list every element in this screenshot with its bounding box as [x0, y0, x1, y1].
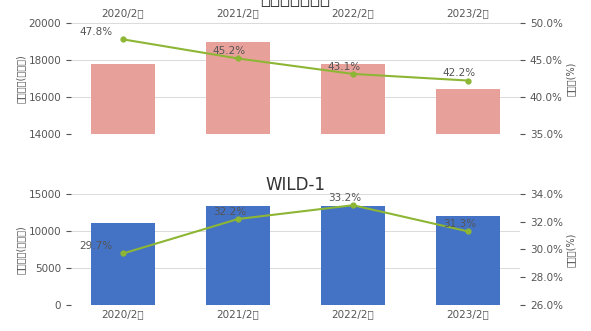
Text: 29.7%: 29.7% [79, 241, 112, 251]
Bar [92, 64, 155, 331]
Title: ホームセンター: ホームセンター [261, 0, 330, 8]
Bar [322, 64, 385, 331]
Bar [92, 223, 155, 305]
Text: 45.2%: 45.2% [213, 46, 246, 56]
Title: WILD-1: WILD-1 [265, 176, 326, 194]
Bar [206, 206, 269, 305]
Bar [436, 215, 499, 305]
Y-axis label: 構成比(%): 構成比(%) [566, 61, 576, 96]
Text: 47.8%: 47.8% [79, 27, 112, 37]
Bar [322, 206, 385, 305]
Bar [206, 42, 269, 331]
Text: 33.2%: 33.2% [327, 193, 361, 203]
Text: 31.3%: 31.3% [443, 219, 476, 229]
Y-axis label: 営業収益(百万円): 営業収益(百万円) [16, 54, 25, 103]
Text: 32.2%: 32.2% [213, 207, 246, 216]
Bar [436, 89, 499, 331]
Y-axis label: 構成比(%): 構成比(%) [566, 232, 576, 266]
Text: 43.1%: 43.1% [327, 62, 361, 71]
Text: 42.2%: 42.2% [443, 68, 476, 78]
Y-axis label: 営業収益(百万円): 営業収益(百万円) [16, 225, 25, 274]
